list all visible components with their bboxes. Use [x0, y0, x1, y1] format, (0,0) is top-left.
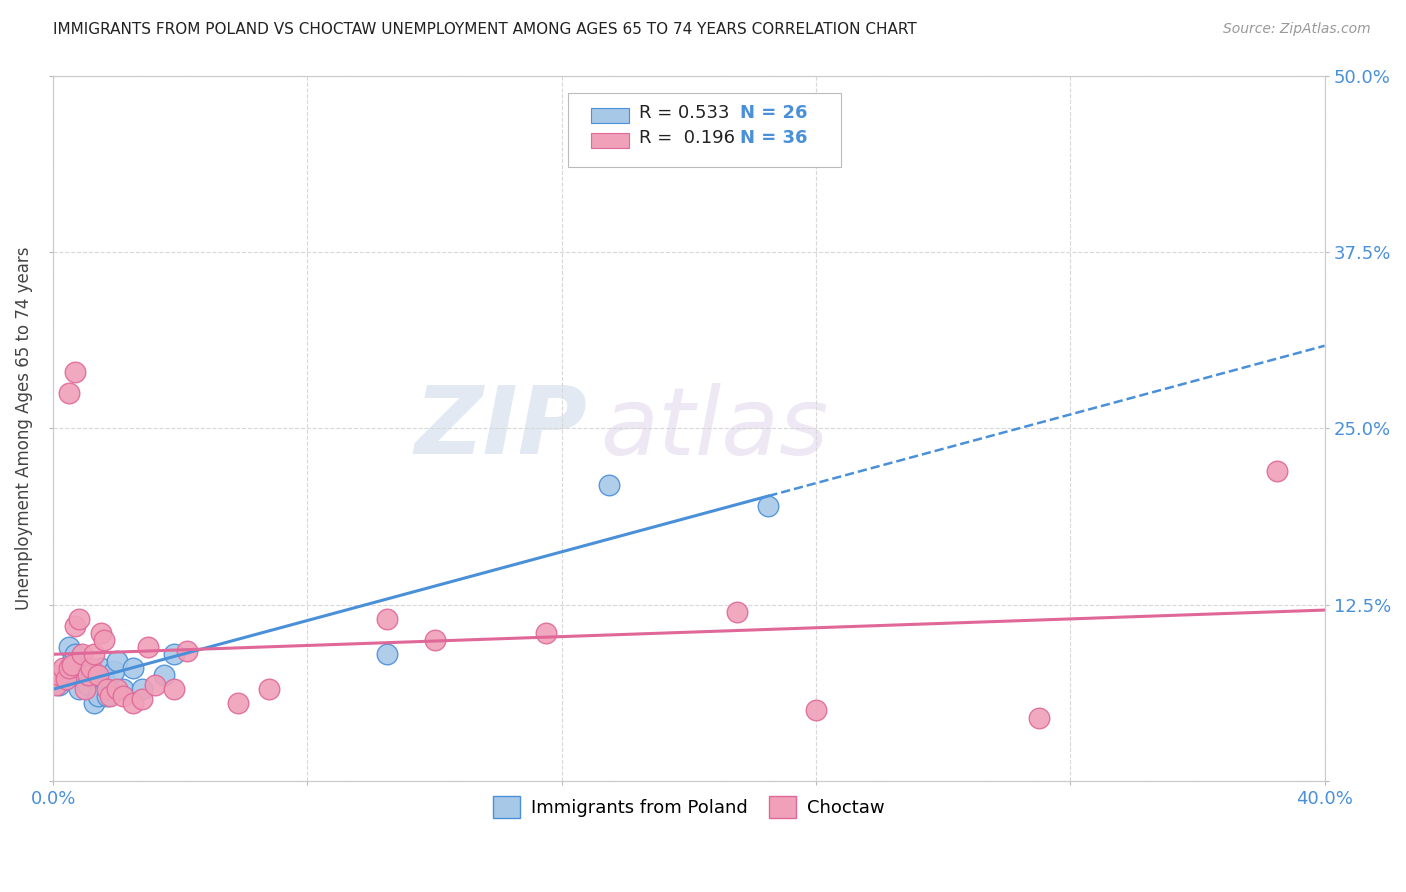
Point	[86, 668, 108, 682]
Point	[90, 625, 112, 640]
Point	[804, 703, 827, 717]
Point	[143, 678, 166, 692]
Point	[756, 499, 779, 513]
Text: Source: ZipAtlas.com: Source: ZipAtlas.com	[1223, 22, 1371, 37]
Point	[96, 682, 118, 697]
Point	[77, 678, 100, 692]
Point	[138, 640, 160, 654]
Point	[96, 690, 118, 704]
Point	[73, 682, 96, 697]
Point	[70, 661, 93, 675]
Point	[725, 605, 748, 619]
Point	[163, 647, 186, 661]
Point	[48, 678, 70, 692]
Point	[67, 682, 90, 697]
Point	[259, 682, 281, 697]
Point	[65, 647, 87, 661]
Point	[70, 647, 93, 661]
Point	[1265, 464, 1288, 478]
Point	[73, 668, 96, 682]
Text: ZIP: ZIP	[415, 383, 588, 475]
Point	[423, 632, 446, 647]
Point	[65, 668, 87, 682]
FancyBboxPatch shape	[568, 93, 841, 167]
Point	[80, 668, 103, 682]
Point	[112, 682, 135, 697]
Point	[55, 673, 77, 687]
Point	[131, 692, 153, 706]
Point	[375, 647, 398, 661]
Point	[58, 386, 80, 401]
Text: IMMIGRANTS FROM POLAND VS CHOCTAW UNEMPLOYMENT AMONG AGES 65 TO 74 YEARS CORRELA: IMMIGRANTS FROM POLAND VS CHOCTAW UNEMPL…	[53, 22, 917, 37]
Text: R =  0.196: R = 0.196	[640, 128, 735, 146]
Point	[1028, 710, 1050, 724]
Point	[52, 661, 75, 675]
Point	[90, 661, 112, 675]
Point	[163, 682, 186, 697]
Point	[131, 682, 153, 697]
Point	[226, 697, 249, 711]
Point	[60, 658, 83, 673]
Point	[375, 612, 398, 626]
Point	[58, 640, 80, 654]
Point	[105, 654, 128, 668]
Point	[65, 365, 87, 379]
Point	[83, 647, 105, 661]
Point	[534, 625, 557, 640]
FancyBboxPatch shape	[591, 133, 628, 148]
Point	[80, 661, 103, 675]
Point	[93, 632, 115, 647]
Text: atlas: atlas	[600, 383, 828, 474]
Y-axis label: Unemployment Among Ages 65 to 74 years: Unemployment Among Ages 65 to 74 years	[15, 246, 32, 610]
Point	[67, 612, 90, 626]
FancyBboxPatch shape	[591, 108, 628, 123]
Point	[86, 690, 108, 704]
Point	[121, 697, 143, 711]
Point	[98, 690, 121, 704]
Point	[105, 682, 128, 697]
Point	[48, 668, 70, 682]
Point	[93, 673, 115, 687]
Text: R = 0.533: R = 0.533	[640, 103, 730, 122]
Text: N = 26: N = 26	[740, 103, 807, 122]
Point	[103, 664, 125, 678]
Point	[598, 477, 620, 491]
Point	[58, 661, 80, 675]
Point	[65, 619, 87, 633]
Point	[153, 668, 176, 682]
Point	[121, 661, 143, 675]
Point	[45, 678, 67, 692]
Point	[55, 673, 77, 687]
Point	[176, 644, 198, 658]
Point	[60, 654, 83, 668]
Text: N = 36: N = 36	[740, 128, 807, 146]
Point	[112, 690, 135, 704]
Point	[83, 697, 105, 711]
Legend: Immigrants from Poland, Choctaw: Immigrants from Poland, Choctaw	[485, 789, 891, 825]
Point	[77, 668, 100, 682]
